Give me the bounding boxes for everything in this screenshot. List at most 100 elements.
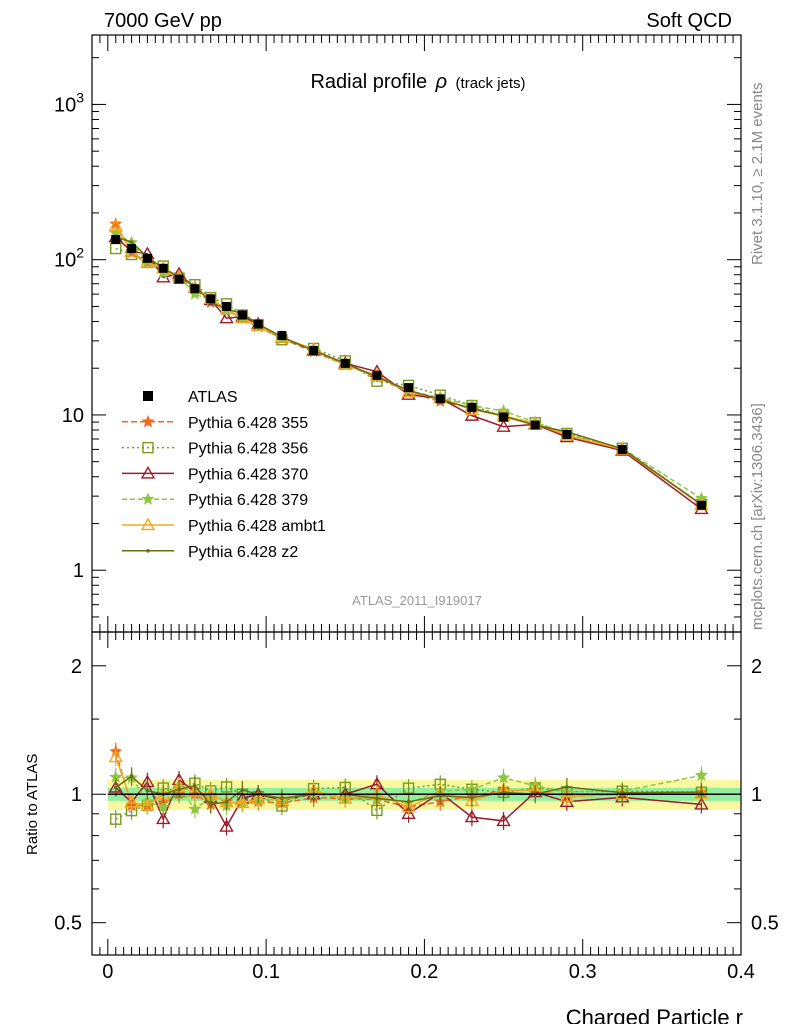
- y-tick-label: 10: [62, 405, 84, 427]
- rivet-version-label: Rivet 3.1.10, ≥ 2.1M events: [749, 83, 766, 266]
- legend-marker: [146, 549, 150, 553]
- atlas-point: [174, 274, 184, 284]
- main-data-layer: [108, 217, 709, 515]
- atlas-point: [530, 420, 540, 430]
- ratio-series-pythia-6-428-z2: [113, 767, 704, 814]
- legend-label: Pythia 6.428 z2: [188, 544, 298, 561]
- atlas-point: [222, 301, 232, 311]
- atlas-point: [111, 234, 121, 244]
- legend-label: ATLAS: [188, 389, 238, 406]
- ratio-y-tick-label: 1: [71, 784, 82, 806]
- y-tick-label-base: 1: [73, 560, 84, 582]
- ratio-y-axis-label: Ratio to ATLAS: [24, 754, 41, 855]
- series-point: [496, 419, 511, 432]
- legend-label: Pythia 6.428 355: [188, 415, 308, 432]
- legend-label: Pythia 6.428 379: [188, 492, 308, 509]
- x-tick-label: 0.1: [252, 961, 280, 983]
- legend-marker: [140, 465, 156, 479]
- ratio-series-line: [115, 775, 702, 806]
- y-tick-label-exponent: 3: [76, 89, 84, 105]
- legend-label: Pythia 6.428 ambt1: [188, 518, 326, 535]
- ratio-data-layer: [107, 742, 741, 836]
- ratio-series-point: [124, 794, 139, 808]
- atlas-point: [467, 402, 477, 412]
- series-line: [115, 225, 702, 506]
- atlas-point: [696, 500, 706, 510]
- ratio-series-point: [501, 790, 506, 795]
- atlas-point: [340, 358, 350, 368]
- series-point: [129, 240, 134, 244]
- ratio-series-point: [108, 749, 123, 763]
- legend-entry: Pythia 6.428 ambt1: [122, 517, 326, 535]
- y-tick-label-base: 10: [54, 250, 76, 272]
- ratio-series-line: [115, 778, 702, 829]
- atlas-point: [309, 346, 319, 356]
- chart-title: Radial profile ρ (track jets): [310, 71, 525, 93]
- analysis-label: ATLAS_2011_I919017: [352, 593, 482, 608]
- ratio-series-point: [113, 785, 118, 790]
- legend-marker: [140, 517, 156, 531]
- legend-label: Pythia 6.428 356: [188, 441, 308, 458]
- ratio-series-point: [235, 795, 250, 809]
- atlas-point: [237, 310, 247, 320]
- ratio-series-point: [497, 771, 511, 784]
- ratio-series-point: [470, 795, 474, 800]
- chart-title-rho: ρ: [435, 71, 447, 93]
- x-tick-label: 0.3: [569, 961, 597, 983]
- ratio-series-point: [224, 800, 229, 804]
- legend-entry: Pythia 6.428 355: [122, 415, 308, 432]
- legend-entry: Pythia 6.428 379: [122, 492, 308, 509]
- y-tick-label: 102: [54, 245, 84, 272]
- ratio-series-line: [115, 774, 702, 811]
- ratio-series-point: [240, 788, 245, 792]
- ratio-series-point: [565, 785, 569, 789]
- atlas-point: [404, 383, 414, 393]
- legend-entry: Pythia 6.428 z2: [122, 544, 298, 561]
- x-axis-label: Charged Particle r: [566, 1005, 743, 1024]
- ratio-series-point: [401, 799, 416, 813]
- ratio-y-tick-label-right: 0.5: [751, 913, 779, 935]
- ratio-series-point: [187, 783, 203, 797]
- atlas-point: [617, 444, 627, 454]
- legend-marker: [141, 415, 155, 428]
- ratio-y-tick-label: 2: [71, 656, 82, 678]
- ratio-series-point: [699, 790, 704, 794]
- ratio-series-point: [129, 774, 134, 779]
- legend-marker: [142, 441, 154, 454]
- ratio-series-point: [156, 811, 171, 825]
- atlas-point: [372, 370, 382, 380]
- chart-title-main: Radial profile: [310, 71, 427, 93]
- ratio-series-point: [694, 768, 708, 781]
- atlas-point: [277, 330, 287, 340]
- atlas-point: [158, 263, 168, 273]
- atlas-point: [562, 429, 572, 439]
- ratio-series-point: [110, 813, 122, 825]
- category-label: Soft QCD: [646, 10, 732, 32]
- ratio-series-point: [208, 802, 213, 807]
- ratio-series-line: [115, 756, 702, 808]
- x-tick-label: 0.2: [411, 961, 439, 983]
- ratio-panel: 0 0.1 0.2 0.3 0.4 0.5 0.5 1 1 2 2 Ratio to ATLAS C…: [24, 631, 779, 1029]
- y-tick-label-base: 10: [54, 94, 76, 116]
- atlas-point: [190, 284, 200, 294]
- ratio-series-point: [251, 791, 266, 805]
- legend-label: Pythia 6.428 370: [188, 466, 308, 483]
- atlas-point: [206, 294, 216, 304]
- series-point: [219, 310, 234, 324]
- y-tick-label: 103: [54, 89, 84, 116]
- atlas-point: [253, 319, 263, 329]
- legend: ATLAS Pythia 6.428 355 Pythia 6.428 356 Pyt…: [122, 389, 326, 561]
- ratio-series-point: [220, 781, 233, 793]
- ratio-series-point: [401, 806, 416, 819]
- legend-entry: ATLAS: [143, 389, 238, 406]
- energy-label: 7000 GeV pp: [104, 10, 222, 32]
- ratio-series-point: [177, 787, 181, 792]
- ratio-series-point: [280, 796, 284, 801]
- series-point: [108, 218, 123, 232]
- ratio-y-tick-label-right: 1: [751, 784, 762, 806]
- atlas-point: [142, 253, 152, 263]
- atlas-data: [111, 234, 706, 510]
- legend-entry: Pythia 6.428 356: [122, 441, 308, 458]
- legend-marker: [141, 492, 155, 505]
